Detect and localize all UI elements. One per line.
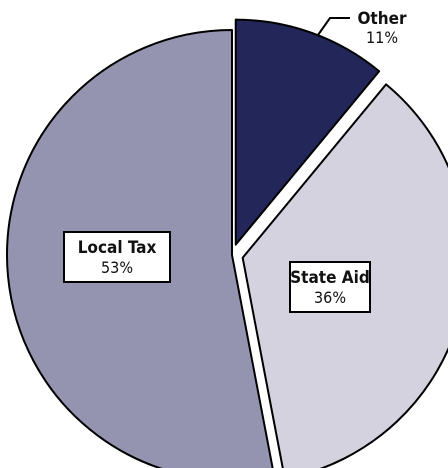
label-box [63, 231, 171, 283]
slice-name-label: State Aid [290, 268, 370, 288]
label-box [289, 261, 371, 313]
slice-percent-label: 36% [314, 288, 346, 307]
slice-percent-label: 53% [101, 258, 133, 277]
slice-name-label: Local Tax [78, 238, 157, 258]
pie-slice-other [234, 18, 381, 246]
callout-leader-line [317, 17, 350, 36]
slice-percent-label: 11% [366, 28, 398, 47]
slice-name-label: Other [357, 9, 407, 29]
